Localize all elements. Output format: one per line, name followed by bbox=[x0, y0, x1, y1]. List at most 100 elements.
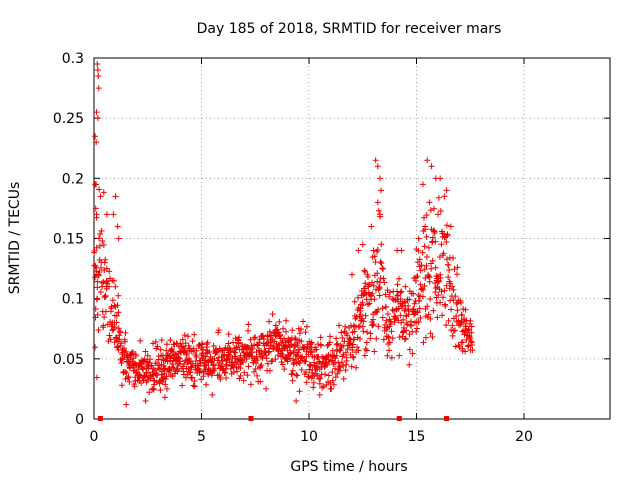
data-point bbox=[179, 363, 186, 370]
data-point bbox=[251, 368, 258, 375]
data-point bbox=[362, 346, 369, 353]
data-point bbox=[375, 283, 382, 290]
data-point bbox=[313, 346, 320, 353]
data-point bbox=[112, 334, 119, 341]
tick-labels: 0 5 10 15 20 0 0.05 0.1 0.15 0.2 0.25 0.3 bbox=[53, 51, 533, 445]
data-point bbox=[100, 322, 107, 329]
data-point bbox=[350, 341, 357, 348]
data-point bbox=[112, 193, 119, 200]
data-point bbox=[425, 311, 432, 318]
data-point bbox=[430, 227, 437, 234]
data-point bbox=[429, 334, 436, 341]
data-point bbox=[421, 243, 428, 250]
data-point bbox=[338, 329, 345, 336]
data-point bbox=[443, 282, 450, 289]
data-point bbox=[322, 371, 329, 378]
data-point bbox=[406, 346, 413, 353]
data-point bbox=[317, 334, 324, 341]
data-point bbox=[298, 366, 305, 373]
data-point bbox=[400, 316, 407, 323]
data-point bbox=[117, 329, 124, 336]
data-point bbox=[374, 199, 381, 206]
y-tick-label: 0.15 bbox=[53, 232, 84, 248]
data-point bbox=[254, 342, 261, 349]
data-point bbox=[420, 339, 427, 346]
data-point bbox=[369, 322, 376, 329]
data-point bbox=[362, 280, 369, 287]
data-point bbox=[254, 357, 261, 364]
data-point bbox=[443, 322, 450, 329]
data-point bbox=[304, 323, 311, 330]
data-point bbox=[459, 339, 466, 346]
data-point bbox=[168, 345, 175, 352]
data-point bbox=[286, 344, 293, 351]
data-point bbox=[289, 327, 296, 334]
data-point bbox=[468, 342, 475, 349]
data-point bbox=[418, 262, 425, 269]
data-point bbox=[162, 381, 169, 388]
data-point bbox=[374, 270, 381, 277]
data-point bbox=[190, 382, 197, 389]
data-point bbox=[174, 368, 181, 375]
data-point bbox=[467, 317, 474, 324]
data-point bbox=[258, 361, 265, 368]
data-point bbox=[354, 344, 361, 351]
data-point bbox=[101, 294, 108, 301]
data-point bbox=[364, 301, 371, 308]
data-point bbox=[203, 361, 210, 368]
data-point bbox=[394, 247, 401, 254]
data-point bbox=[248, 342, 255, 349]
data-point bbox=[281, 366, 288, 373]
data-point bbox=[217, 376, 224, 383]
data-point bbox=[426, 278, 433, 285]
data-point bbox=[121, 338, 128, 345]
y-axis-label: SRMTID / TECUs bbox=[7, 182, 23, 295]
data-point bbox=[364, 329, 371, 336]
data-point bbox=[287, 355, 294, 362]
data-point bbox=[443, 238, 450, 245]
data-point bbox=[416, 305, 423, 312]
data-point bbox=[410, 306, 417, 313]
data-point bbox=[293, 371, 300, 378]
data-point bbox=[115, 309, 122, 316]
data-point bbox=[462, 306, 469, 313]
data-point bbox=[423, 254, 430, 261]
data-point bbox=[151, 367, 158, 374]
data-point bbox=[357, 311, 364, 318]
data-point bbox=[415, 318, 422, 325]
data-point bbox=[115, 325, 122, 332]
data-point bbox=[423, 262, 430, 269]
data-point bbox=[333, 335, 340, 342]
data-point bbox=[160, 376, 167, 383]
data-point bbox=[96, 186, 103, 193]
data-point bbox=[353, 314, 360, 321]
data-point bbox=[453, 313, 460, 320]
data-point bbox=[437, 175, 444, 182]
data-point bbox=[449, 332, 456, 339]
data-point bbox=[95, 327, 102, 334]
data-point bbox=[132, 360, 139, 367]
data-point bbox=[93, 139, 100, 146]
data-point bbox=[405, 311, 412, 318]
data-point bbox=[112, 283, 119, 290]
data-point bbox=[422, 223, 429, 230]
data-point bbox=[381, 279, 388, 286]
data-point bbox=[398, 288, 405, 295]
y-tick-label: 0.05 bbox=[53, 352, 84, 368]
x-tick-label: 15 bbox=[408, 429, 426, 445]
data-point bbox=[371, 253, 378, 260]
data-point bbox=[191, 383, 198, 390]
data-point bbox=[184, 350, 191, 357]
data-point bbox=[131, 383, 138, 390]
gap-marker bbox=[444, 416, 450, 421]
data-point bbox=[280, 325, 287, 332]
data-point bbox=[378, 241, 385, 248]
data-point bbox=[178, 349, 185, 356]
data-point bbox=[101, 314, 108, 321]
data-point bbox=[163, 347, 170, 354]
data-point bbox=[351, 336, 358, 343]
data-point bbox=[230, 339, 237, 346]
data-point bbox=[351, 328, 358, 335]
data-point bbox=[142, 397, 149, 404]
data-point bbox=[403, 327, 410, 334]
